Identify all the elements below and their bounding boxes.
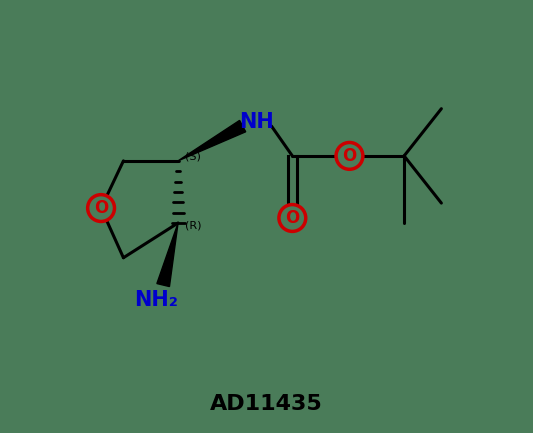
Text: (S): (S) [185, 152, 201, 162]
Text: NH: NH [239, 112, 274, 132]
Circle shape [336, 142, 364, 170]
Polygon shape [157, 223, 178, 287]
Circle shape [87, 194, 115, 222]
Polygon shape [178, 120, 246, 161]
Text: O: O [342, 147, 357, 165]
Text: AD11435: AD11435 [210, 394, 323, 414]
Circle shape [278, 204, 306, 232]
Text: O: O [285, 209, 300, 227]
Text: (R): (R) [185, 220, 201, 230]
Text: O: O [94, 199, 108, 217]
Text: NH₂: NH₂ [134, 290, 177, 310]
